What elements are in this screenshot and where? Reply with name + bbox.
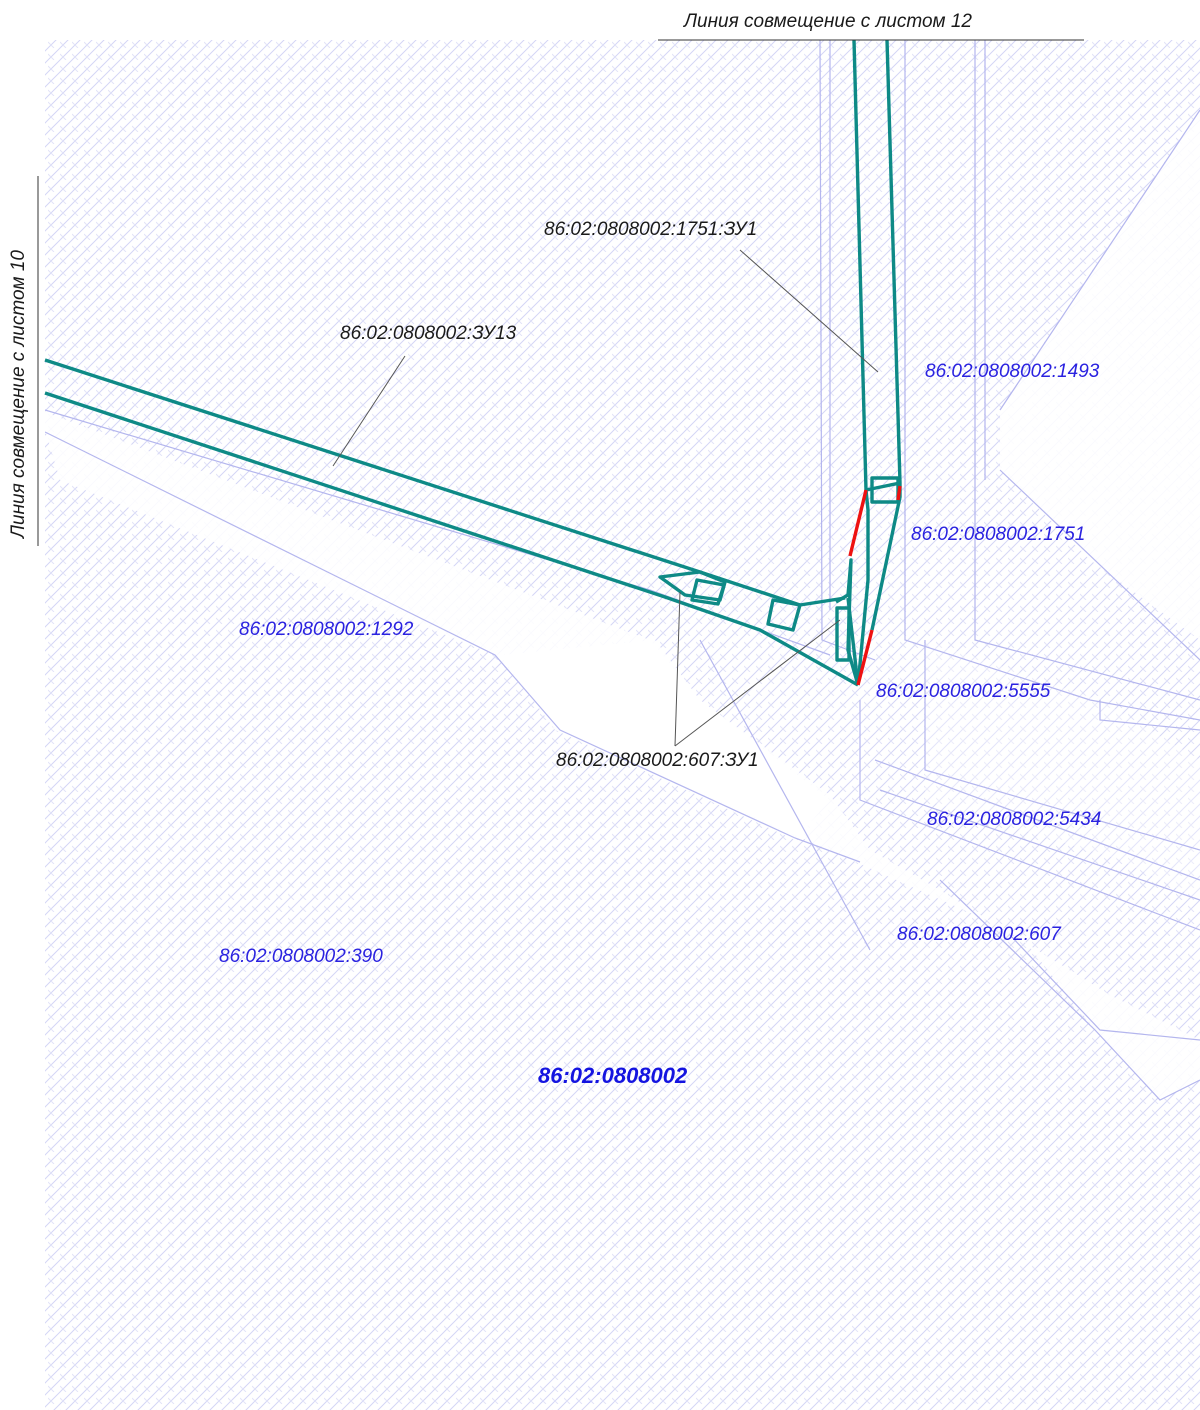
parcel-label-1493: 86:02:0808002:1493 [925,361,1100,382]
existing-boundaries [45,40,1200,1101]
quarter-area [45,40,1200,1410]
sheet-link-top: Линия совмещение с листом 12 [684,11,972,32]
parcel-label-390: 86:02:0808002:390 [219,946,383,967]
parcel-label-1751: 86:02:0808002:1751 [911,524,1086,545]
callout-zu13: 86:02:0808002:ЗУ13 [340,323,517,344]
parcel-label-5555: 86:02:0808002:5555 [876,681,1051,702]
parcel-label-1292: 86:02:0808002:1292 [239,619,414,640]
sheet-link-left: Линия совмещение с листом 10 [8,250,29,538]
designed-boundaries [44,39,902,687]
changed-boundaries [848,485,902,686]
parcel-label-5434: 86:02:0808002:5434 [927,809,1102,830]
callout-zu1751: 86:02:0808002:1751:ЗУ1 [544,219,758,240]
leader-lines [332,249,879,747]
callout-zu607: 86:02:0808002:607:ЗУ1 [556,750,759,771]
parcel-label-607: 86:02:0808002:607 [897,924,1061,945]
quarter-label: 86:02:0808002 [538,1063,688,1088]
